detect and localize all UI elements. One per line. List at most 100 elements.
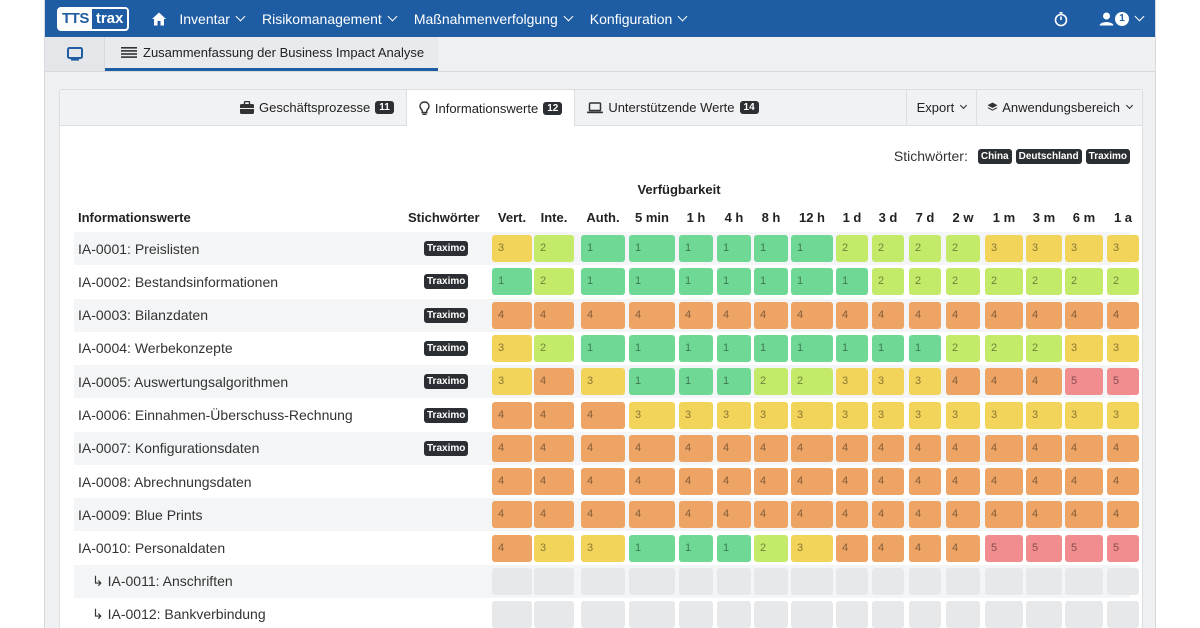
column-header[interactable]: 8 h xyxy=(761,210,781,225)
rating-cell[interactable]: 3 xyxy=(534,534,574,562)
rating-cell[interactable]: 4 xyxy=(581,468,625,496)
rating-cell[interactable]: 2 xyxy=(791,368,833,396)
column-header[interactable]: 5 min xyxy=(635,210,669,225)
rating-cell[interactable]: 2 xyxy=(985,334,1023,362)
rating-cell[interactable] xyxy=(872,601,904,628)
rating-cell[interactable]: 3 xyxy=(492,235,532,262)
rating-cell[interactable]: 4 xyxy=(872,301,904,329)
rating-cell[interactable] xyxy=(581,568,625,595)
tab-geschaeftsprozesse[interactable]: Geschäftsprozesse 11 xyxy=(228,90,406,125)
rating-cell[interactable]: 1 xyxy=(909,334,941,362)
rating-cell[interactable] xyxy=(836,568,868,595)
rating-cell[interactable]: 4 xyxy=(909,534,941,562)
keyword-tag-deutschland[interactable]: Deutschland xyxy=(1015,148,1082,164)
nav-item-inventar[interactable]: Inventar xyxy=(179,11,246,27)
rating-cell[interactable]: 4 xyxy=(581,501,625,529)
rating-cell[interactable] xyxy=(791,568,833,595)
rating-cell[interactable]: 4 xyxy=(754,301,788,329)
rating-cell[interactable]: 1 xyxy=(791,334,833,362)
rating-cell[interactable]: 5 xyxy=(1065,368,1103,396)
rating-cell[interactable]: 3 xyxy=(985,235,1023,262)
rating-cell[interactable]: 3 xyxy=(791,401,833,429)
row-name[interactable]: IA-0002: Bestandsinformationen xyxy=(78,273,279,290)
rating-cell[interactable]: 3 xyxy=(985,401,1023,429)
rating-cell[interactable] xyxy=(1065,568,1103,595)
rating-cell[interactable] xyxy=(754,568,788,595)
user-menu[interactable]: 1 xyxy=(1099,11,1145,26)
rating-cell[interactable]: 3 xyxy=(872,368,904,396)
rating-cell[interactable]: 1 xyxy=(836,268,868,296)
rating-cell[interactable]: 4 xyxy=(534,368,574,396)
rating-cell[interactable]: 3 xyxy=(581,368,625,396)
row-name[interactable]: IA-0003: Bilanzdaten xyxy=(78,307,208,324)
rating-cell[interactable]: 4 xyxy=(581,401,625,429)
column-header[interactable]: 4 h xyxy=(724,210,744,225)
column-header[interactable]: Inte. xyxy=(540,210,568,225)
column-header[interactable]: 12 h xyxy=(798,210,825,225)
rating-cell[interactable]: 4 xyxy=(717,434,751,462)
rating-cell[interactable] xyxy=(836,601,868,628)
rating-cell[interactable]: 5 xyxy=(1065,534,1103,562)
row-name[interactable]: IA-0010: Personaldaten xyxy=(78,540,226,557)
column-header[interactable]: 3 d xyxy=(878,210,898,225)
rating-cell[interactable] xyxy=(985,601,1023,628)
rating-cell[interactable]: 2 xyxy=(946,334,980,362)
rating-cell[interactable]: 2 xyxy=(534,268,574,296)
rating-cell[interactable]: 4 xyxy=(1065,301,1103,329)
rating-cell[interactable]: 4 xyxy=(492,501,532,529)
rating-cell[interactable]: 2 xyxy=(1107,268,1139,296)
column-header[interactable]: 2 w xyxy=(952,210,974,225)
rating-cell[interactable] xyxy=(717,601,751,628)
rating-cell[interactable]: 4 xyxy=(836,501,868,529)
rating-cell[interactable]: 1 xyxy=(791,268,833,296)
rating-cell[interactable]: 4 xyxy=(679,434,713,462)
rating-cell[interactable]: 5 xyxy=(985,534,1023,562)
rating-cell[interactable]: 1 xyxy=(679,268,713,296)
rating-cell[interactable]: 4 xyxy=(909,501,941,529)
rating-cell[interactable]: 1 xyxy=(492,268,532,296)
rating-cell[interactable]: 4 xyxy=(1065,501,1103,529)
rating-cell[interactable]: 4 xyxy=(909,468,941,496)
rating-cell[interactable]: 4 xyxy=(946,368,980,396)
rating-cell[interactable]: 4 xyxy=(1107,501,1139,529)
rating-cell[interactable] xyxy=(1026,568,1062,595)
table-row[interactable]: IA-0003: Bilanzdaten Traximo 4 4 4 4 4 4 4 4 4 4 4 4 4… xyxy=(74,298,1139,332)
nav-item-konfiguration[interactable]: Konfiguration xyxy=(590,11,688,27)
tab-unterstuetzende-werte[interactable]: Unterstützende Werte 14 xyxy=(575,90,770,125)
rating-cell[interactable]: 2 xyxy=(836,235,868,262)
table-row[interactable]: IA-0008: Abrechnungsdaten 4 4 4 4 4 4 4 4 4 4 4 4 4 4 4… xyxy=(74,465,1139,498)
tab-informationswerte[interactable]: Informationswerte 12 xyxy=(405,90,576,126)
row-name[interactable]: IA-0009: Blue Prints xyxy=(78,506,203,523)
rating-cell[interactable] xyxy=(946,568,980,595)
rating-cell[interactable]: 4 xyxy=(791,434,833,462)
rating-cell[interactable]: 2 xyxy=(946,235,980,262)
rating-cell[interactable]: 3 xyxy=(909,368,941,396)
rating-cell[interactable]: 4 xyxy=(534,434,574,462)
rating-cell[interactable]: 4 xyxy=(985,468,1023,496)
rating-cell[interactable]: 4 xyxy=(872,501,904,529)
rating-cell[interactable]: 3 xyxy=(1107,401,1139,429)
rating-cell[interactable] xyxy=(791,601,833,628)
rating-cell[interactable]: 2 xyxy=(1026,268,1062,296)
column-header[interactable]: 1 a xyxy=(1113,210,1133,225)
rating-cell[interactable]: 1 xyxy=(629,368,675,396)
column-header[interactable]: Informationswerte xyxy=(78,210,191,225)
rating-cell[interactable]: 4 xyxy=(679,468,713,496)
rating-cell[interactable]: 1 xyxy=(717,368,751,396)
rating-cell[interactable]: 1 xyxy=(717,235,751,262)
column-header[interactable]: Vert. xyxy=(497,210,527,225)
rating-cell[interactable]: 1 xyxy=(754,268,788,296)
rating-cell[interactable]: 3 xyxy=(717,401,751,429)
rating-cell[interactable]: 2 xyxy=(985,268,1023,296)
rating-cell[interactable]: 4 xyxy=(679,501,713,529)
column-header[interactable]: 1 d xyxy=(842,210,862,225)
row-name[interactable]: IA-0005: Auswertungsalgorithmen xyxy=(78,373,289,390)
home-icon[interactable] xyxy=(151,11,167,27)
rating-cell[interactable]: 4 xyxy=(836,301,868,329)
rating-cell[interactable]: 1 xyxy=(754,334,788,362)
rating-cell[interactable]: 2 xyxy=(1026,334,1062,362)
rating-cell[interactable] xyxy=(679,601,713,628)
rating-cell[interactable]: 1 xyxy=(717,534,751,562)
rating-cell[interactable]: 4 xyxy=(534,301,574,329)
table-row[interactable]: IA-0006: Einnahmen-Überschuss-Rechnung Tr… xyxy=(74,399,1139,432)
